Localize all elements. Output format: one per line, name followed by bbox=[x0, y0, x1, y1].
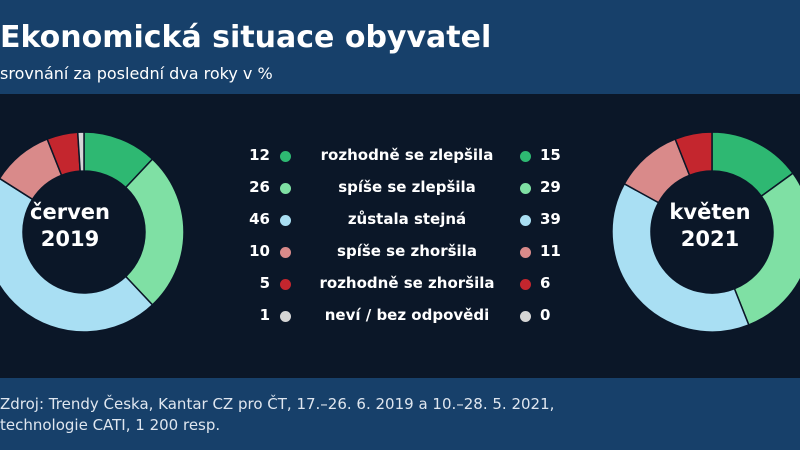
value-2021: 29 bbox=[540, 178, 561, 196]
value-2019: 26 bbox=[249, 178, 270, 196]
value-2021: 0 bbox=[540, 306, 551, 324]
footer-band bbox=[0, 378, 800, 450]
legend-dot bbox=[280, 279, 291, 290]
value-2021: 39 bbox=[540, 210, 561, 228]
legend-dot bbox=[280, 183, 291, 194]
value-2019: 5 bbox=[259, 274, 270, 292]
source-note: Zdroj: Trendy Česka, Kantar CZ pro ČT, 1… bbox=[0, 395, 555, 434]
legend-row: 1 neví / bez odpovědi 0 bbox=[220, 302, 590, 330]
value-2021: 15 bbox=[540, 146, 561, 164]
legend-dot bbox=[520, 247, 531, 258]
value-2019: 10 bbox=[249, 242, 270, 260]
legend-dot bbox=[280, 151, 291, 162]
legend-dot bbox=[520, 183, 531, 194]
donut-2021-label: květen 2021 bbox=[650, 199, 770, 253]
legend-row: 26 spíše se zlepšila 29 bbox=[220, 174, 590, 202]
header-band bbox=[0, 0, 800, 94]
donut-slice bbox=[0, 177, 154, 333]
legend-row: 12 rozhodně se zlepšila 15 bbox=[220, 142, 590, 170]
donut-2019-year: 2019 bbox=[40, 227, 100, 251]
legend-dot bbox=[520, 151, 531, 162]
value-2021: 11 bbox=[540, 242, 561, 260]
legend-row: 46 zůstala stejná 39 bbox=[220, 206, 590, 234]
donut-charts bbox=[0, 131, 800, 333]
chart-subtitle: srovnání za poslední dva roky v % bbox=[0, 64, 273, 83]
donut-2021-month: květen bbox=[669, 200, 751, 224]
legend-row: 10 spíše se zhoršila 11 bbox=[220, 238, 590, 266]
value-2019: 1 bbox=[259, 306, 270, 324]
chart-title: Ekonomická situace obyvatel bbox=[0, 20, 492, 55]
legend-dot bbox=[520, 311, 531, 322]
donut-slice bbox=[674, 131, 713, 177]
category-label: spíše se zlepšila bbox=[338, 178, 476, 196]
donut-slice bbox=[611, 182, 750, 333]
category-label: spíše se zhoršila bbox=[337, 242, 477, 260]
legend-dot bbox=[280, 215, 291, 226]
value-2021: 6 bbox=[540, 274, 551, 292]
legend-row: 5 rozhodně se zhoršila 6 bbox=[220, 270, 590, 298]
donut-2019-month: červen bbox=[30, 200, 110, 224]
donut-slice bbox=[124, 158, 185, 306]
chart-area bbox=[0, 94, 800, 378]
category-label: rozhodně se zhoršila bbox=[319, 274, 495, 292]
category-label: rozhodně se zlepšila bbox=[320, 146, 494, 164]
value-2019: 46 bbox=[249, 210, 270, 228]
donut-2021 bbox=[611, 131, 800, 333]
value-2019: 12 bbox=[249, 146, 270, 164]
legend-dot bbox=[520, 215, 531, 226]
donut-2019 bbox=[0, 131, 185, 333]
legend-dot bbox=[280, 311, 291, 322]
donut-2021-year: 2021 bbox=[680, 227, 740, 251]
legend-dot bbox=[520, 279, 531, 290]
category-label: zůstala stejná bbox=[347, 210, 467, 228]
donut-slice bbox=[76, 131, 85, 172]
category-label: neví / bez odpovědi bbox=[324, 306, 490, 324]
donut-2019-label: červen 2019 bbox=[10, 199, 130, 253]
legend-dot bbox=[280, 247, 291, 258]
